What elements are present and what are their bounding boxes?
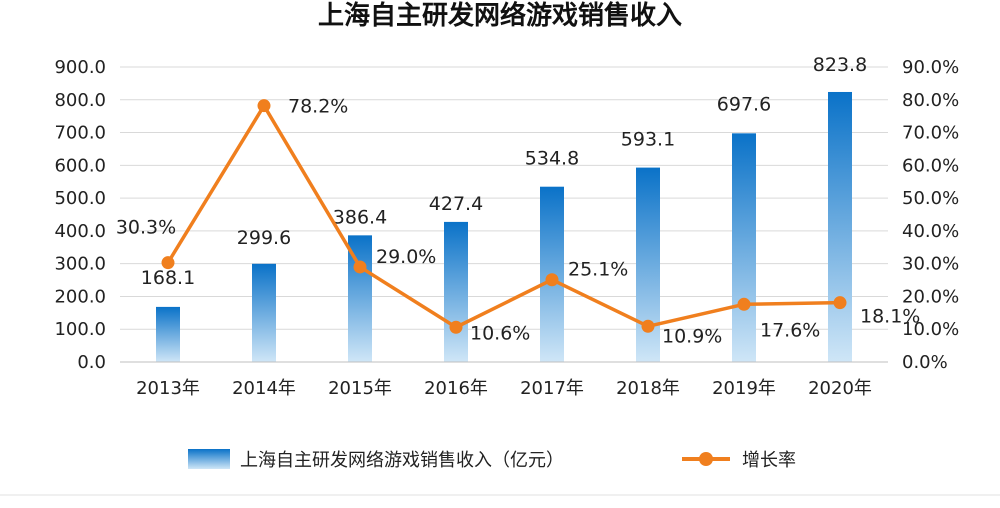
bar-value-label: 697.6 <box>717 93 771 115</box>
left-tick-label: 300.0 <box>54 254 106 275</box>
legend-line-label: 增长率 <box>742 450 796 471</box>
x-tick-label: 2015年 <box>328 378 392 399</box>
bar <box>636 167 660 362</box>
bar <box>252 263 276 362</box>
left-tick-label: 500.0 <box>54 188 106 209</box>
growth-point <box>833 296 847 310</box>
left-tick-label: 900.0 <box>54 57 106 78</box>
legend: 上海自主研发网络游戏销售收入（亿元） 增长率 <box>188 449 796 471</box>
growth-value-label: 10.9% <box>662 325 722 347</box>
bar-value-label: 534.8 <box>525 148 579 170</box>
left-tick-label: 0.0 <box>77 352 106 373</box>
bar-value-label: 823.8 <box>813 54 867 76</box>
right-tick-label: 50.0% <box>902 188 959 209</box>
bar-series: 168.1 299.6 386.4 427.4 534.8 593.1 697.6 823.8 <box>141 54 867 362</box>
x-tick-label: 2013年 <box>136 378 200 399</box>
growth-point <box>353 260 367 274</box>
bar <box>828 91 852 362</box>
growth-point <box>737 297 751 311</box>
right-tick-label: 70.0% <box>902 123 959 144</box>
bar-value-label: 427.4 <box>429 193 483 215</box>
bar <box>444 221 468 362</box>
right-tick-label: 60.0% <box>902 155 959 176</box>
growth-value-label: 30.3% <box>116 217 176 239</box>
growth-value-label: 29.0% <box>376 246 436 268</box>
x-tick-label: 2016年 <box>424 378 488 399</box>
legend-bar-swatch <box>188 449 230 469</box>
left-tick-label: 800.0 <box>54 90 106 111</box>
bar-value-label: 593.1 <box>621 129 675 151</box>
right-tick-label: 10.0% <box>902 319 959 340</box>
growth-point <box>545 273 559 287</box>
growth-point <box>161 256 175 270</box>
left-tick-label: 400.0 <box>54 221 106 242</box>
right-tick-label: 0.0% <box>902 352 948 373</box>
growth-value-label: 78.2% <box>288 96 348 118</box>
gridlines <box>120 66 888 330</box>
x-tick-label: 2017年 <box>520 378 584 399</box>
right-tick-label: 80.0% <box>902 90 959 111</box>
growth-point <box>641 319 655 333</box>
bar-value-label: 386.4 <box>333 206 387 228</box>
growth-value-label: 25.1% <box>568 259 628 281</box>
growth-value-label: 17.6% <box>760 319 820 341</box>
bar <box>156 306 180 362</box>
line-series: 30.3% 78.2% 29.0% 10.6% 25.1% 10.9% 17.6% 18.1% <box>116 96 921 348</box>
x-tick-label: 2018年 <box>616 378 680 399</box>
x-tick-label: 2020年 <box>808 378 872 399</box>
chart-title: 上海自主研发网络游戏销售收入 <box>318 0 682 31</box>
right-tick-label: 20.0% <box>902 286 959 307</box>
right-axis: 0.0% 10.0% 20.0% 30.0% 40.0% 50.0% 60.0% 70.0% 8… <box>902 57 959 373</box>
right-tick-label: 90.0% <box>902 57 959 78</box>
x-tick-label: 2014年 <box>232 378 296 399</box>
bar-value-label: 299.6 <box>237 227 291 249</box>
bar <box>732 133 756 362</box>
legend-line-marker <box>699 452 713 466</box>
right-tick-label: 40.0% <box>902 221 959 242</box>
growth-value-label: 10.6% <box>470 322 530 344</box>
left-tick-label: 600.0 <box>54 155 106 176</box>
left-tick-label: 700.0 <box>54 123 106 144</box>
x-axis: 2013年 2014年 2015年 2016年 2017年 2018年 2019年 2020年 <box>136 378 872 399</box>
growth-point <box>449 320 463 334</box>
growth-point <box>257 99 271 113</box>
x-tick-label: 2019年 <box>712 378 776 399</box>
bar-value-label: 168.1 <box>141 267 195 289</box>
left-tick-label: 100.0 <box>54 319 106 340</box>
growth-value-label: 18.1% <box>860 306 920 328</box>
growth-line <box>166 103 841 330</box>
left-tick-label: 200.0 <box>54 286 106 307</box>
left-axis: 0.0 100.0 200.0 300.0 400.0 500.0 600.0 700.0 80… <box>54 57 106 373</box>
legend-bar-label: 上海自主研发网络游戏销售收入（亿元） <box>240 450 564 471</box>
right-tick-label: 30.0% <box>902 254 959 275</box>
